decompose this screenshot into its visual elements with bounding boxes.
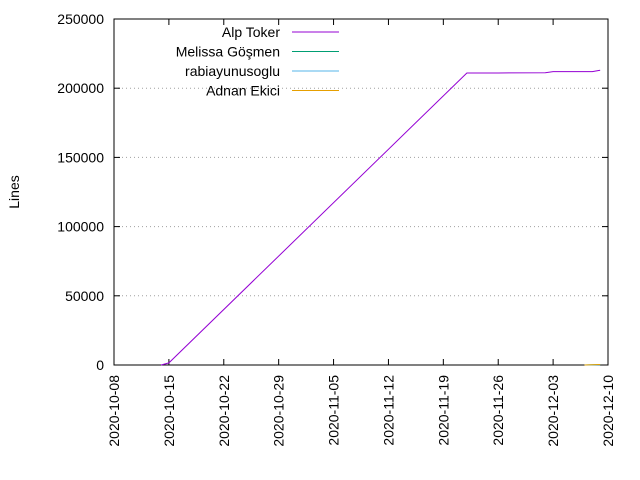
x-tick-label: 2020-11-12 — [380, 375, 396, 446]
x-tick-label: 2020-11-05 — [326, 375, 342, 446]
y-tick-label: 0 — [96, 357, 104, 373]
legend-label-2: rabiayunusoglu — [185, 63, 280, 79]
x-tick-label: 2020-10-15 — [161, 375, 177, 447]
legend-label-1: Melissa Göşmen — [176, 44, 280, 60]
legend-label-0: Alp Toker — [222, 24, 280, 40]
x-tick-label: 2020-11-19 — [435, 375, 451, 446]
y-tick-label: 50000 — [65, 288, 104, 304]
y-tick-label: 150000 — [57, 149, 104, 165]
x-tick-label: 2020-10-29 — [271, 375, 287, 447]
y-axis-title: Lines — [6, 175, 22, 208]
y-tick-label: 100000 — [57, 219, 104, 235]
x-tick-label: 2020-10-22 — [216, 375, 232, 447]
plot-frame — [113, 18, 609, 366]
series-line-0 — [160, 69, 601, 366]
x-tick-label: 2020-12-10 — [600, 375, 616, 447]
x-tick-label: 2020-10-08 — [106, 375, 122, 447]
y-tick-label: 250000 — [57, 11, 104, 27]
y-tick-label: 200000 — [57, 80, 104, 96]
legend-label-3: Adnan Ekici — [206, 83, 280, 99]
x-tick-label: 2020-11-26 — [490, 375, 506, 446]
series-line-3 — [584, 363, 601, 366]
x-tick-label: 2020-12-03 — [545, 375, 561, 447]
